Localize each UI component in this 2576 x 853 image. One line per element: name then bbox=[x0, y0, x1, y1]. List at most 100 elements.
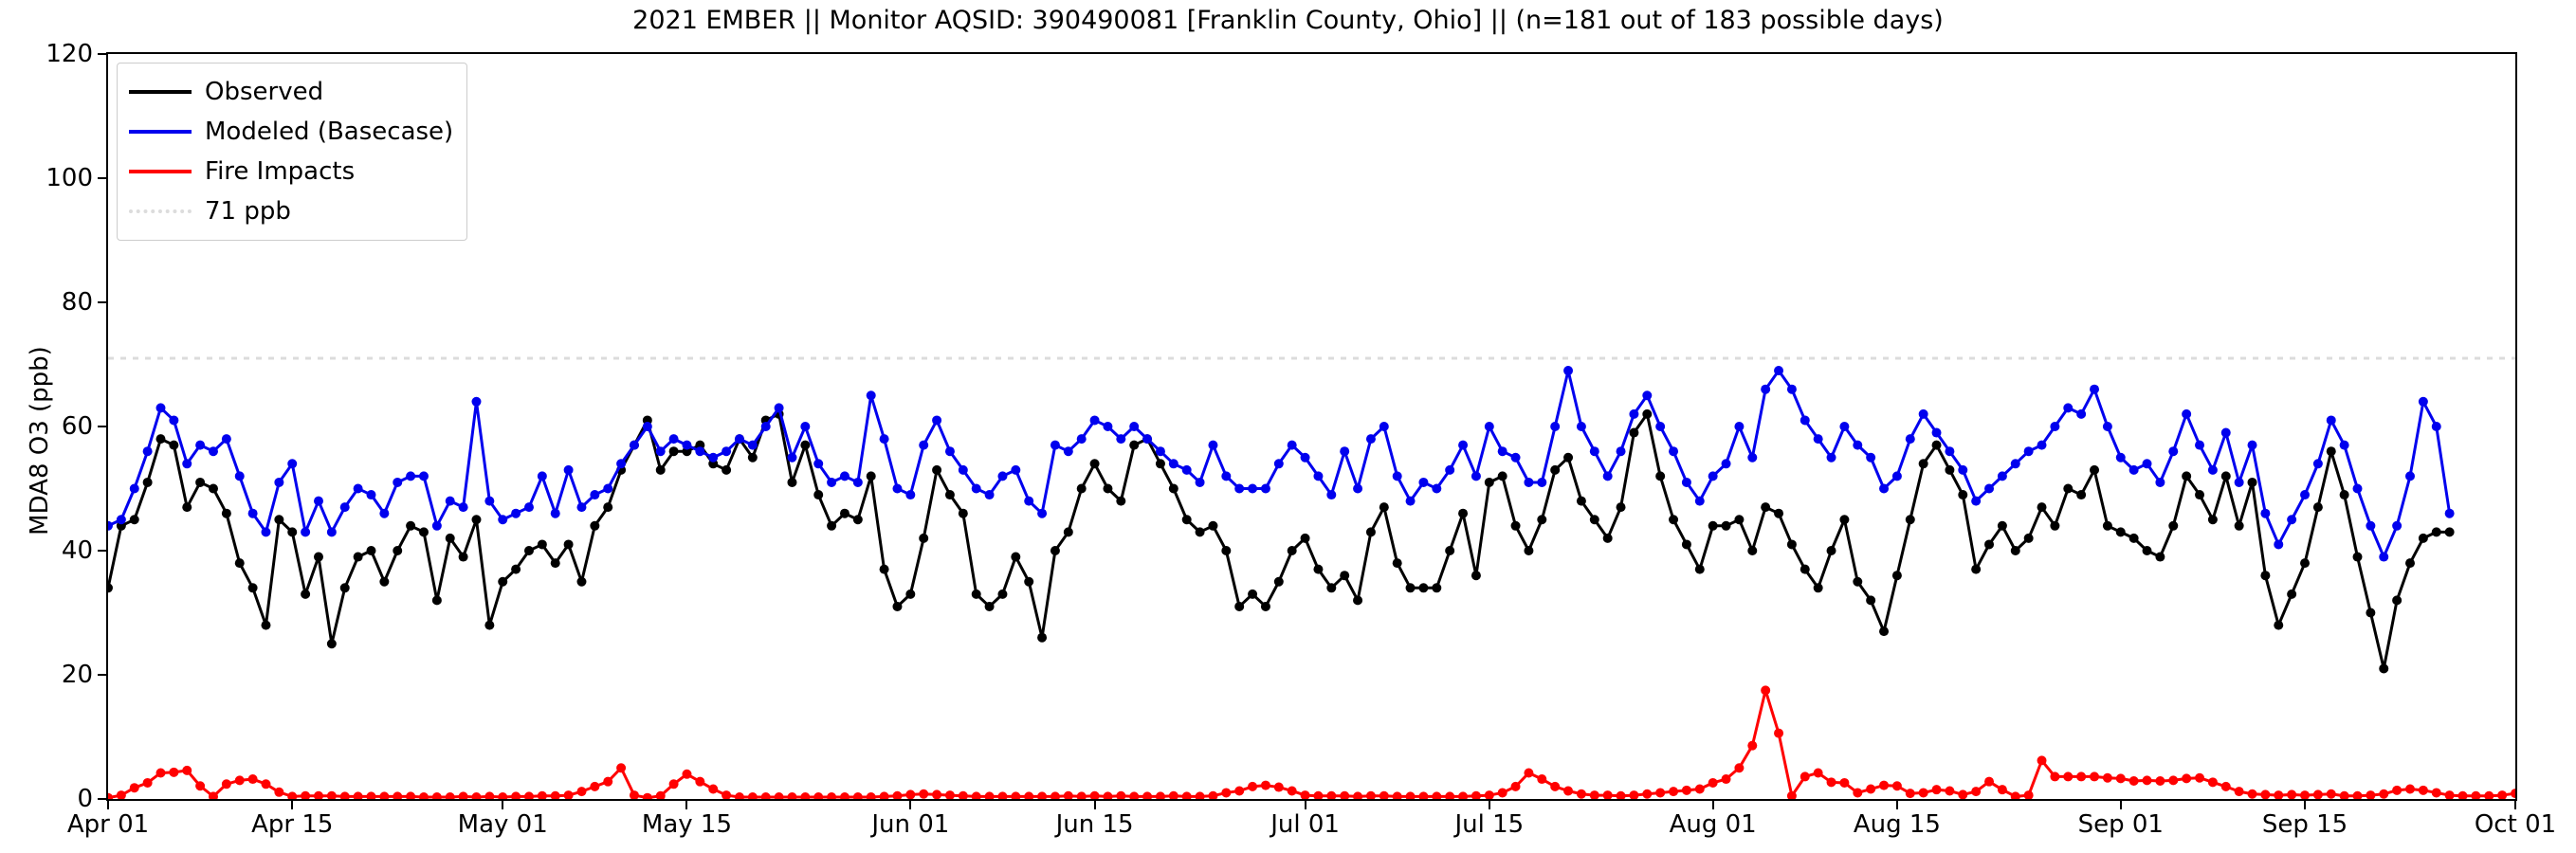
legend-item[interactable]: 71 ppb bbox=[129, 191, 453, 231]
data-point bbox=[2234, 787, 2244, 797]
data-point bbox=[1221, 546, 1232, 555]
data-point bbox=[498, 515, 508, 525]
data-point bbox=[1392, 558, 1402, 569]
data-point bbox=[642, 792, 652, 799]
data-point bbox=[1997, 785, 2007, 795]
data-point bbox=[2168, 775, 2179, 786]
data-point bbox=[537, 539, 547, 550]
data-point bbox=[2260, 789, 2271, 799]
plot-clip bbox=[108, 54, 2515, 799]
data-point bbox=[511, 508, 521, 518]
data-point bbox=[1445, 546, 1455, 555]
x-tick-mark bbox=[2119, 801, 2122, 809]
data-point bbox=[498, 792, 508, 799]
data-point bbox=[339, 791, 350, 799]
data-point bbox=[747, 792, 758, 799]
data-point bbox=[774, 792, 784, 799]
data-point bbox=[182, 502, 192, 513]
data-point bbox=[2457, 790, 2468, 799]
data-point bbox=[1365, 527, 1376, 537]
data-point bbox=[550, 558, 560, 569]
data-point bbox=[2392, 785, 2402, 795]
data-point bbox=[1353, 595, 1363, 606]
data-point bbox=[1155, 459, 1165, 469]
data-point bbox=[1958, 789, 1968, 799]
data-point bbox=[1602, 471, 1613, 481]
data-point bbox=[1076, 483, 1087, 494]
data-point bbox=[1024, 496, 1034, 506]
data-point bbox=[2405, 784, 2416, 794]
data-point bbox=[603, 776, 613, 787]
series-observed bbox=[108, 408, 2455, 674]
data-point bbox=[2102, 772, 2112, 783]
data-point bbox=[1379, 502, 1389, 513]
data-point bbox=[1432, 483, 1442, 494]
data-point bbox=[1616, 502, 1626, 513]
data-point bbox=[2155, 776, 2165, 787]
data-point bbox=[2182, 408, 2192, 419]
data-point bbox=[1669, 787, 1679, 797]
data-point bbox=[550, 790, 560, 799]
data-point bbox=[353, 483, 363, 494]
data-point bbox=[1168, 459, 1178, 469]
data-point bbox=[142, 777, 153, 788]
x-tick-label: Jun 15 bbox=[1055, 810, 1134, 839]
data-point bbox=[2431, 422, 2441, 431]
legend-item[interactable]: Modeled (Basecase) bbox=[129, 112, 453, 152]
data-point bbox=[116, 790, 126, 799]
data-point bbox=[1405, 791, 1416, 799]
data-point bbox=[2300, 490, 2311, 500]
legend-item[interactable]: Observed bbox=[129, 72, 453, 112]
data-point bbox=[2010, 791, 2020, 799]
data-point bbox=[1550, 422, 1561, 431]
legend-item[interactable]: Fire Impacts bbox=[129, 152, 453, 191]
data-point bbox=[1563, 452, 1574, 463]
data-point bbox=[958, 790, 968, 799]
data-point bbox=[1997, 520, 2007, 531]
data-point bbox=[2010, 459, 2020, 469]
data-point bbox=[2247, 440, 2257, 450]
data-point bbox=[1458, 440, 1469, 450]
data-point bbox=[393, 477, 403, 487]
data-point bbox=[1510, 520, 1521, 531]
data-point bbox=[905, 490, 916, 500]
data-point bbox=[1655, 471, 1666, 481]
data-point bbox=[195, 781, 206, 791]
y-tick-mark bbox=[98, 426, 106, 427]
data-point bbox=[1839, 515, 1850, 525]
data-point bbox=[2484, 790, 2494, 799]
data-point bbox=[1287, 440, 1297, 450]
data-point bbox=[2405, 558, 2416, 569]
data-point bbox=[1510, 781, 1521, 791]
data-point bbox=[208, 483, 218, 494]
data-point bbox=[1734, 422, 1745, 431]
data-point bbox=[984, 791, 995, 799]
legend-item-label: Fire Impacts bbox=[205, 157, 356, 186]
data-point bbox=[2234, 520, 2244, 531]
y-tick-label: 40 bbox=[61, 536, 93, 565]
data-point bbox=[2260, 508, 2271, 518]
data-point bbox=[2312, 502, 2323, 513]
data-point bbox=[2037, 440, 2047, 450]
data-point bbox=[1011, 791, 1021, 799]
data-point bbox=[1879, 626, 1890, 637]
data-point bbox=[1234, 483, 1245, 494]
data-point bbox=[484, 620, 495, 630]
data-point bbox=[169, 767, 179, 777]
data-point bbox=[234, 471, 245, 481]
data-point bbox=[1708, 520, 1718, 531]
data-point bbox=[2392, 595, 2402, 606]
data-point bbox=[944, 490, 955, 500]
data-point bbox=[313, 790, 323, 799]
data-point bbox=[2063, 403, 2074, 413]
data-point bbox=[471, 792, 482, 799]
x-tick-mark bbox=[1895, 801, 1898, 809]
data-point bbox=[2379, 789, 2389, 799]
data-point bbox=[668, 446, 679, 457]
data-point bbox=[379, 791, 390, 799]
data-point bbox=[1524, 477, 1534, 487]
data-point bbox=[301, 527, 311, 537]
data-point bbox=[1853, 440, 1863, 450]
data-point bbox=[1694, 496, 1705, 506]
